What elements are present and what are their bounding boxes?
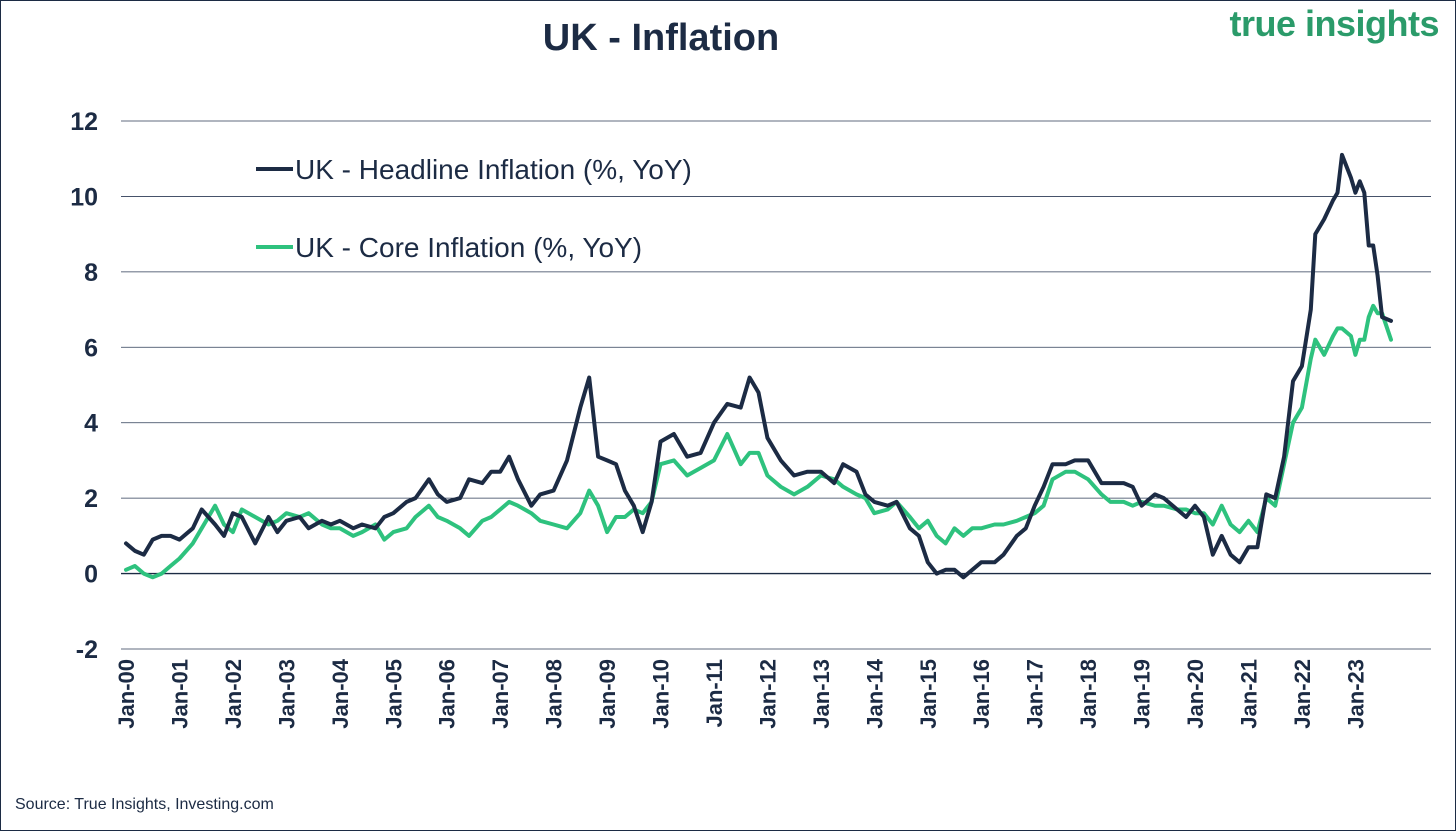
y-tick-label: 6	[84, 334, 98, 362]
x-tick-label: Jan-18	[1076, 659, 1101, 729]
x-axis-ticks: Jan-00 Jan-01 Jan-02 Jan-03 Jan-04 Jan-05 Jan-…	[114, 658, 1368, 728]
x-tick-label: Jan-14	[862, 658, 887, 728]
legend-label: UK - Core Inflation (%, YoY)	[295, 232, 642, 263]
x-tick-label: Jan-02	[221, 659, 246, 729]
y-axis-ticks: -2 0 2 4 6 8 10 12	[70, 108, 98, 664]
x-tick-label: Jan-16	[969, 659, 994, 729]
x-tick-label: Jan-15	[916, 659, 941, 729]
source-note: Source: True Insights, Investing.com	[15, 796, 274, 813]
x-tick-label: Jan-07	[488, 659, 513, 729]
x-tick-label: Jan-23	[1343, 659, 1368, 729]
x-tick-label: Jan-08	[542, 659, 567, 729]
x-tick-label: Jan-00	[114, 659, 139, 729]
x-tick-label: Jan-10	[649, 659, 674, 729]
y-tick-label: 10	[70, 183, 98, 211]
chart-title: UK - Inflation	[542, 17, 780, 59]
legend-label: UK - Headline Inflation (%, YoY)	[295, 154, 692, 185]
gridlines	[121, 120, 1431, 650]
x-tick-label: Jan-09	[595, 659, 620, 729]
x-tick-label: Jan-01	[167, 659, 192, 729]
y-tick-label: 2	[84, 485, 98, 513]
y-tick-label: 0	[84, 561, 98, 589]
series-lines	[124, 152, 1393, 580]
y-tick-label: 8	[84, 259, 98, 287]
x-tick-label: Jan-21	[1236, 659, 1261, 729]
legend: UK - Headline Inflation (%, YoY) UK - Cor…	[256, 154, 692, 263]
x-tick-label: Jan-17	[1023, 659, 1048, 729]
x-tick-label: Jan-06	[435, 659, 460, 729]
x-tick-label: Jan-19	[1130, 659, 1155, 729]
y-tick-label: 4	[84, 410, 98, 438]
x-tick-label: Jan-11	[702, 659, 727, 728]
headline-inflation-line	[124, 152, 1393, 580]
x-tick-label: Jan-22	[1290, 659, 1315, 729]
y-tick-label: 12	[70, 108, 98, 136]
x-tick-label: Jan-03	[274, 659, 299, 729]
x-tick-label: Jan-05	[381, 659, 406, 729]
brand-logo: true insights	[1229, 3, 1439, 44]
x-tick-label: Jan-20	[1183, 659, 1208, 729]
x-tick-label: Jan-13	[809, 659, 834, 729]
core-inflation-line	[124, 303, 1393, 580]
x-tick-label: Jan-04	[328, 658, 353, 728]
x-tick-label: Jan-12	[755, 659, 780, 729]
y-tick-label: -2	[76, 636, 98, 664]
